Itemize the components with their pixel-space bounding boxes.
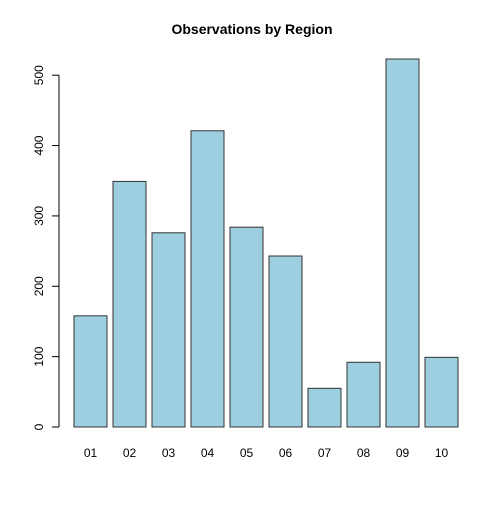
- bar-01: [73, 315, 108, 428]
- y-tick-label: 500: [32, 65, 46, 85]
- bar-10: [424, 356, 459, 428]
- x-tick-label: 04: [201, 446, 215, 460]
- x-tick-label: 05: [240, 446, 254, 460]
- y-tick-label: 400: [32, 135, 46, 155]
- bar-07: [307, 387, 342, 428]
- x-tick-label: 06: [279, 446, 293, 460]
- bar-06: [268, 255, 303, 428]
- y-tick-label: 200: [32, 276, 46, 296]
- y-tick-label: 300: [32, 206, 46, 226]
- bar-05: [229, 226, 264, 428]
- bar-09: [385, 58, 420, 428]
- x-tick-label: 09: [396, 446, 410, 460]
- x-tick-label: 08: [357, 446, 371, 460]
- bar-04: [190, 130, 225, 428]
- x-axis-labels: 01 02 03 04 05 06 07 08 09 10: [84, 446, 449, 460]
- bar-08: [346, 361, 381, 428]
- bars: [73, 58, 459, 428]
- y-tick-label: 0: [32, 423, 46, 430]
- chart-title: Observations by Region: [171, 21, 333, 37]
- x-tick-label: 10: [435, 446, 449, 460]
- x-tick-label: 07: [318, 446, 332, 460]
- x-tick-label: 01: [84, 446, 98, 460]
- bar-03: [151, 232, 186, 428]
- y-tick-label: 100: [32, 346, 46, 366]
- y-axis: 0 100 200 300 400 500: [32, 65, 60, 430]
- x-tick-label: 02: [123, 446, 137, 460]
- x-tick-label: 03: [162, 446, 176, 460]
- bar-02: [112, 180, 147, 428]
